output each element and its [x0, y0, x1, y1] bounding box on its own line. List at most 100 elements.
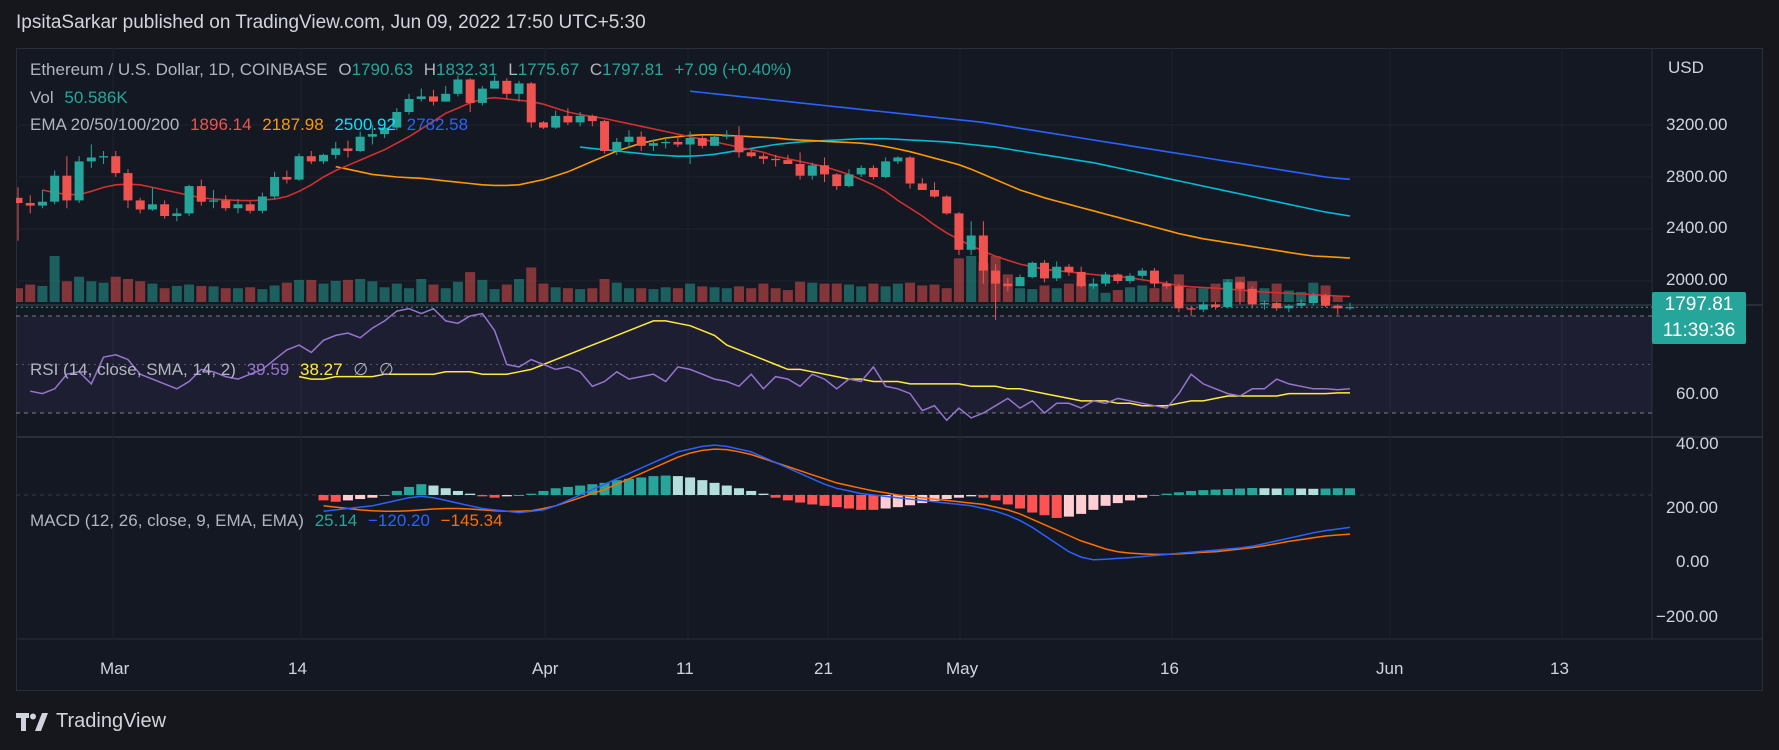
- volume-bar: [428, 284, 439, 302]
- volume-bar: [1100, 292, 1111, 302]
- macd-histogram-bar: [1100, 495, 1111, 506]
- volume-bar: [74, 276, 85, 302]
- candle-body: [868, 167, 878, 177]
- volume-bar: [391, 283, 402, 302]
- volume-bar: [171, 285, 182, 302]
- volume-bar: [25, 284, 36, 302]
- macd-histogram-bar: [379, 495, 390, 496]
- candle-body: [685, 138, 695, 145]
- macd-histogram-bar: [526, 493, 537, 495]
- candle-body: [355, 136, 365, 151]
- macd-histogram-bar: [1173, 492, 1184, 495]
- candle-body: [196, 186, 206, 202]
- macd-histogram-bar: [795, 495, 806, 503]
- candle-body: [978, 235, 988, 271]
- macd-histogram-bar: [905, 495, 916, 506]
- rsi-legend[interactable]: RSI (14, close, SMA, 14, 2) 39.59 38.27 …: [30, 360, 400, 380]
- candle-body: [795, 164, 805, 176]
- candle-body: [331, 148, 341, 155]
- volume-bar: [1283, 290, 1294, 302]
- candle-body: [771, 158, 781, 161]
- time-label: 14: [288, 659, 307, 678]
- rsi-label: RSI (14, close, SMA, 14, 2): [30, 360, 236, 379]
- volume-bar: [599, 279, 610, 302]
- volume-bar: [953, 258, 964, 302]
- rsi-tick: 40.00: [1676, 434, 1719, 453]
- candle-body: [1272, 303, 1282, 309]
- volume-bar: [746, 288, 757, 302]
- volume-bar: [611, 282, 622, 302]
- candle-body: [575, 115, 585, 123]
- candle-body: [147, 204, 157, 210]
- macd-legend[interactable]: MACD (12, 26, close, 9, EMA, EMA) 25.14 …: [30, 511, 509, 531]
- macd-histogram-bar: [1002, 495, 1013, 505]
- volume-bar: [514, 279, 525, 302]
- rsi-line: [30, 307, 1351, 422]
- candle-body: [86, 157, 96, 162]
- publisher-header: IpsitaSarkar published on TradingView.co…: [16, 12, 646, 33]
- volume-bar: [1259, 288, 1270, 302]
- volume-bar: [159, 288, 170, 302]
- symbol-legend[interactable]: Ethereum / U.S. Dollar, 1D, COINBASE O17…: [30, 60, 798, 80]
- ema-legend[interactable]: EMA 20/50/100/200 1896.14 2187.98 2500.9…: [30, 115, 474, 135]
- price-tick: 3200.00: [1666, 115, 1728, 134]
- volume-bar: [61, 281, 72, 302]
- price-tick: 2800.00: [1666, 167, 1728, 186]
- time-label: 21: [814, 659, 833, 678]
- macd-histogram-bar: [990, 495, 1001, 501]
- candle-body: [1052, 266, 1062, 279]
- volume-bar: [587, 288, 598, 302]
- candle-body: [722, 135, 732, 137]
- candle-body: [734, 135, 744, 153]
- macd-histogram-bar: [611, 480, 622, 495]
- volume-bar: [636, 288, 647, 302]
- macd-histogram-bar: [1015, 495, 1026, 509]
- symbol-name: Ethereum / U.S. Dollar, 1D, COINBASE: [30, 60, 328, 79]
- candle-body: [1235, 282, 1245, 289]
- volume-bar: [758, 283, 769, 302]
- candle-body: [563, 115, 573, 123]
- candle-body: [917, 183, 927, 190]
- volume-bar: [575, 289, 586, 302]
- candle-body: [1088, 283, 1098, 287]
- macd-histogram-bar: [514, 495, 525, 496]
- brand-name: TradingView: [56, 710, 167, 732]
- volume-bar: [721, 288, 732, 302]
- volume-bar: [770, 288, 781, 302]
- candle-body: [1284, 305, 1294, 309]
- macd-histogram-bar: [624, 478, 634, 495]
- volume-bar: [208, 286, 219, 302]
- candle-body: [697, 138, 707, 146]
- volume-bar: [1112, 290, 1123, 302]
- close-value: 1797.81: [602, 60, 664, 79]
- candle-body: [184, 186, 194, 214]
- candle-body: [490, 80, 500, 89]
- volume-legend[interactable]: Vol 50.586K: [30, 88, 134, 108]
- candle-body: [319, 154, 328, 162]
- candle-body: [905, 157, 915, 184]
- volume-bar: [905, 282, 916, 302]
- volume-bar: [49, 256, 60, 302]
- volume-bar: [1308, 282, 1319, 302]
- volume-bar: [367, 281, 378, 302]
- chart-canvas[interactable]: [16, 48, 1763, 691]
- time-label: Jun: [1376, 659, 1404, 678]
- candle-body: [1101, 274, 1111, 284]
- macd-histogram-bar: [966, 495, 977, 497]
- ema20-value: 1896.14: [190, 115, 252, 134]
- macd-histogram-bar: [929, 495, 940, 501]
- macd-histogram-bar: [831, 495, 842, 508]
- candle-body: [1137, 270, 1147, 276]
- candle-body: [416, 96, 426, 99]
- candle-body: [294, 156, 304, 180]
- volume-bar: [98, 282, 109, 302]
- macd-histogram-bar: [1247, 487, 1258, 495]
- candle-body: [1211, 304, 1221, 307]
- candle-body: [160, 204, 170, 216]
- candle-body: [135, 200, 145, 210]
- macd-histogram-bar: [1259, 488, 1270, 495]
- ema200-value: 2782.58: [406, 115, 469, 134]
- macd-histogram-bar: [355, 495, 366, 500]
- macd-histogram-bar: [1027, 495, 1038, 513]
- candle-body: [1113, 274, 1123, 281]
